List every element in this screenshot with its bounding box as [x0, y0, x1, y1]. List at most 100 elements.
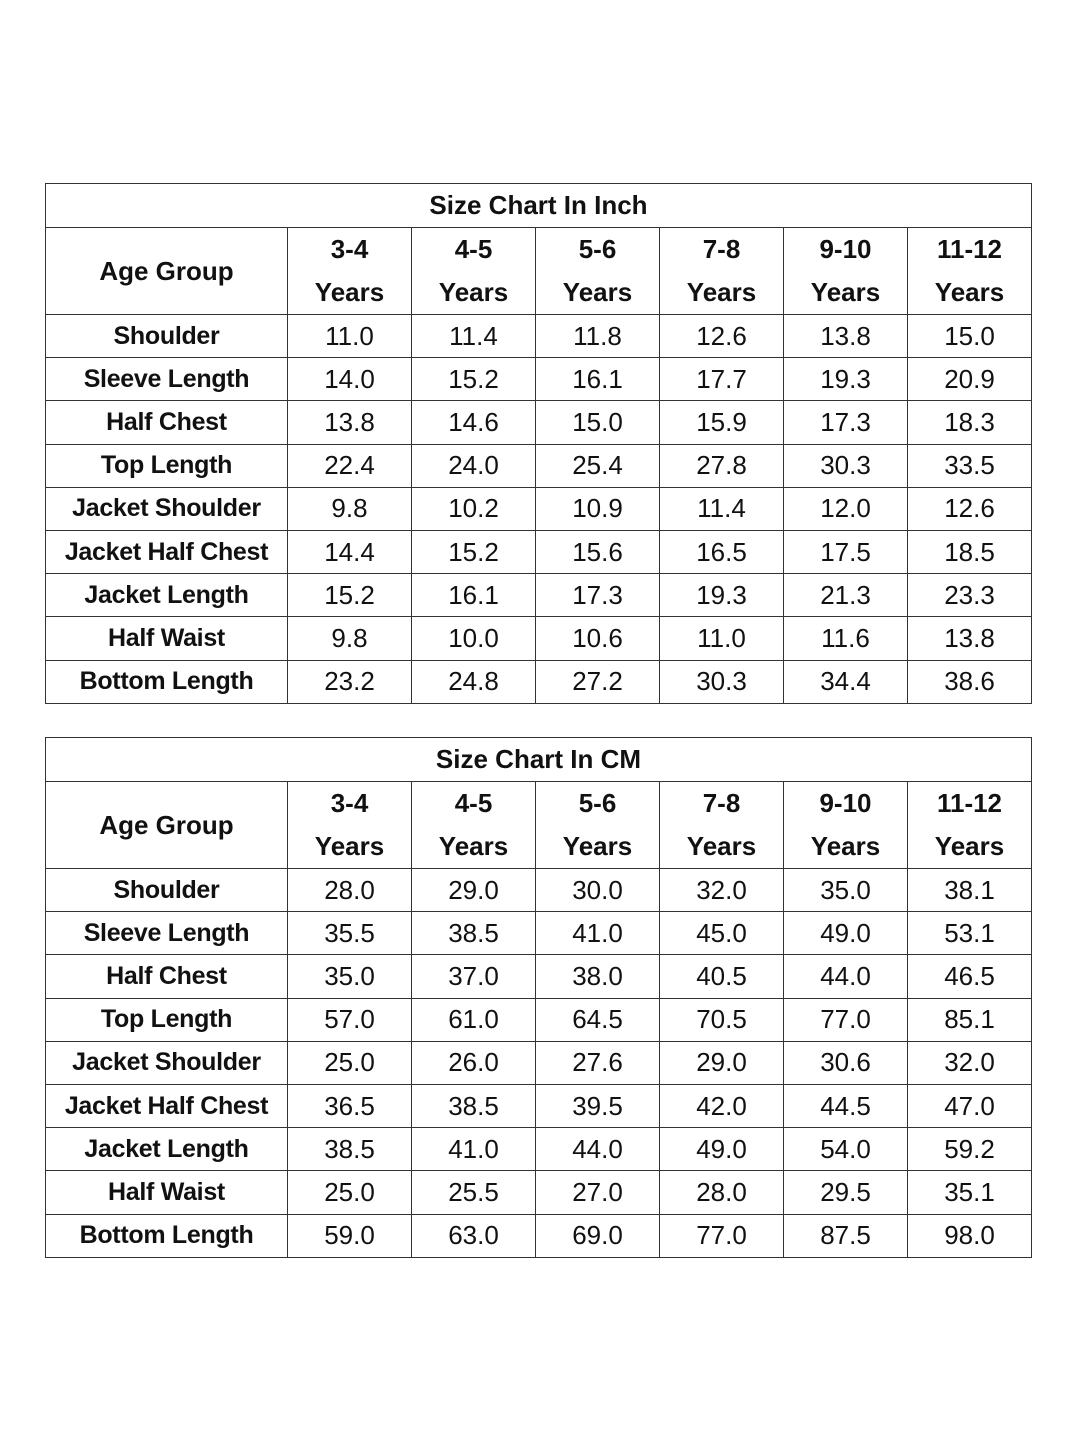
- row-label: Half Chest: [45, 954, 288, 999]
- data-row: Half Chest 13.8 14.6 15.0 15.9 17.3 18.3: [45, 400, 1032, 445]
- row-label: Half Chest: [45, 400, 288, 445]
- cell-value: 26.0: [411, 1040, 536, 1085]
- cell-value: 11.6: [783, 616, 908, 661]
- cell-value: 64.5: [535, 997, 660, 1042]
- cell-value: 15.0: [907, 313, 1032, 359]
- cell-value: 13.8: [907, 616, 1032, 661]
- age-range: 5-6: [578, 788, 617, 818]
- age-range: 11-12: [936, 234, 1003, 264]
- cell-value: 70.5: [659, 997, 784, 1042]
- cell-value: 22.4: [287, 443, 412, 488]
- column-header: 9-10 Years: [783, 227, 908, 315]
- column-header: 11-12 Years: [907, 781, 1032, 869]
- cell-value: 25.0: [287, 1040, 412, 1085]
- cell-value: 16.1: [535, 357, 660, 402]
- cell-value: 17.7: [659, 357, 784, 402]
- data-row: Half Chest 35.0 37.0 38.0 40.5 44.0 46.5: [45, 954, 1032, 999]
- column-header: 3-4 Years: [287, 227, 412, 315]
- cell-value: 11.8: [535, 313, 660, 359]
- age-unit: Years: [810, 831, 881, 861]
- data-row: Shoulder 28.0 29.0 30.0 32.0 35.0 38.1: [45, 867, 1032, 913]
- data-row: Bottom Length 59.0 63.0 69.0 77.0 87.5 98.0: [45, 1213, 1032, 1258]
- row-label: Sleeve Length: [45, 911, 288, 956]
- cell-value: 12.0: [783, 486, 908, 531]
- cell-value: 20.9: [907, 357, 1032, 402]
- cell-value: 38.0: [535, 954, 660, 999]
- cell-value: 15.9: [659, 400, 784, 445]
- cell-value: 25.5: [411, 1170, 536, 1215]
- cell-value: 42.0: [659, 1083, 784, 1129]
- cell-value: 17.5: [783, 529, 908, 575]
- cell-value: 29.5: [783, 1170, 908, 1215]
- cell-value: 38.5: [411, 1083, 536, 1129]
- cell-value: 24.8: [411, 659, 536, 704]
- data-row: Jacket Half Chest 14.4 15.2 15.6 16.5 17.5 18.…: [45, 529, 1032, 575]
- cell-value: 98.0: [907, 1213, 1032, 1258]
- header-row: Age Group 3-4 Years 4-5 Years 5-6 Years 7-8 Year…: [45, 227, 1032, 315]
- cell-value: 30.0: [535, 867, 660, 913]
- row-label: Jacket Shoulder: [45, 486, 288, 531]
- age-range: 4-5: [454, 788, 493, 818]
- age-unit: Years: [562, 831, 633, 861]
- row-label: Top Length: [45, 997, 288, 1042]
- cell-value: 11.4: [659, 486, 784, 531]
- data-row: Sleeve Length 14.0 15.2 16.1 17.7 19.3 20.9: [45, 357, 1032, 402]
- row-label: Jacket Half Chest: [45, 529, 288, 575]
- cell-value: 21.3: [783, 573, 908, 618]
- cell-value: 35.0: [287, 954, 412, 999]
- cell-value: 12.6: [907, 486, 1032, 531]
- row-header: Age Group: [45, 781, 288, 869]
- cell-value: 41.0: [411, 1127, 536, 1172]
- column-header: 7-8 Years: [659, 781, 784, 869]
- title-row: Size Chart In Inch: [45, 183, 1032, 228]
- cell-value: 10.0: [411, 616, 536, 661]
- cell-value: 24.0: [411, 443, 536, 488]
- cell-value: 16.5: [659, 529, 784, 575]
- data-row: Half Waist 9.8 10.0 10.6 11.0 11.6 13.8: [45, 616, 1032, 661]
- cell-value: 37.0: [411, 954, 536, 999]
- cell-value: 11.4: [411, 313, 536, 359]
- age-unit: Years: [810, 277, 881, 307]
- row-header: Age Group: [45, 227, 288, 315]
- column-header: 5-6 Years: [535, 781, 660, 869]
- cell-value: 16.1: [411, 573, 536, 618]
- row-label: Jacket Shoulder: [45, 1040, 288, 1085]
- cell-value: 34.4: [783, 659, 908, 704]
- cell-value: 14.0: [287, 357, 412, 402]
- size-table: Size Chart In Inch Age Group 3-4 Years 4-5 Ye…: [45, 183, 1032, 704]
- cell-value: 25.0: [287, 1170, 412, 1215]
- cell-value: 23.2: [287, 659, 412, 704]
- row-label: Top Length: [45, 443, 288, 488]
- row-label: Half Waist: [45, 616, 288, 661]
- cell-value: 38.1: [907, 867, 1032, 913]
- cell-value: 49.0: [659, 1127, 784, 1172]
- cell-value: 9.8: [287, 616, 412, 661]
- cell-value: 38.6: [907, 659, 1032, 704]
- cell-value: 47.0: [907, 1083, 1032, 1129]
- cell-value: 32.0: [659, 867, 784, 913]
- cell-value: 15.6: [535, 529, 660, 575]
- cell-value: 46.5: [907, 954, 1032, 999]
- row-label: Jacket Length: [45, 1127, 288, 1172]
- cell-value: 57.0: [287, 997, 412, 1042]
- cell-value: 10.9: [535, 486, 660, 531]
- cell-value: 59.0: [287, 1213, 412, 1258]
- row-label: Shoulder: [45, 313, 288, 359]
- cell-value: 11.0: [659, 616, 784, 661]
- cell-value: 25.4: [535, 443, 660, 488]
- row-label: Half Waist: [45, 1170, 288, 1215]
- age-unit: Years: [934, 277, 1005, 307]
- cell-value: 38.5: [287, 1127, 412, 1172]
- cell-value: 29.0: [411, 867, 536, 913]
- data-row: Bottom Length 23.2 24.8 27.2 30.3 34.4 38.6: [45, 659, 1032, 704]
- data-row: Half Waist 25.0 25.5 27.0 28.0 29.5 35.1: [45, 1170, 1032, 1215]
- cell-value: 15.2: [411, 357, 536, 402]
- age-range: 7-8: [702, 234, 741, 264]
- row-label: Jacket Length: [45, 573, 288, 618]
- cell-value: 53.1: [907, 911, 1032, 956]
- row-label: Jacket Half Chest: [45, 1083, 288, 1129]
- cell-value: 27.0: [535, 1170, 660, 1215]
- row-label: Bottom Length: [45, 659, 288, 704]
- cell-value: 32.0: [907, 1040, 1032, 1085]
